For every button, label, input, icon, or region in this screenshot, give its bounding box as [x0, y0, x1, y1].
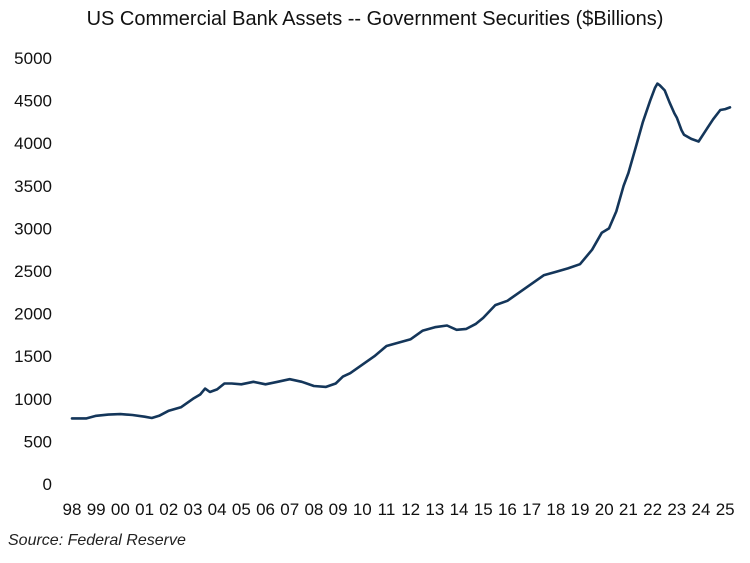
x-tick-label: 24: [692, 500, 711, 519]
x-tick-label: 05: [232, 500, 251, 519]
x-tick-label: 01: [135, 500, 154, 519]
y-tick-label: 4000: [14, 134, 52, 153]
y-tick-label: 5000: [14, 49, 52, 68]
x-tick-label: 15: [474, 500, 493, 519]
y-tick-label: 500: [24, 432, 52, 451]
x-tick-label: 21: [619, 500, 638, 519]
x-tick-label: 22: [643, 500, 662, 519]
x-tick-label: 04: [208, 500, 227, 519]
x-tick-label: 17: [522, 500, 541, 519]
y-tick-label: 3000: [14, 219, 52, 238]
y-tick-label: 3500: [14, 177, 52, 196]
x-tick-label: 00: [111, 500, 130, 519]
x-tick-label: 23: [667, 500, 686, 519]
x-tick-label: 19: [571, 500, 590, 519]
x-tick-label: 07: [280, 500, 299, 519]
series-line: [70, 82, 732, 420]
x-tick-label: 25: [716, 500, 735, 519]
x-tick-label: 12: [401, 500, 420, 519]
x-axis-ticks: 98 99 00 01 02 03 04 05 06 07 08 09 10 11 12 13 14 15 16 17…: [63, 500, 735, 519]
y-tick-label: 0: [43, 475, 52, 494]
x-tick-label: 13: [425, 500, 444, 519]
y-tick-label: 2500: [14, 262, 52, 281]
y-tick-label: 2000: [14, 305, 52, 324]
source-note: Source: Federal Reserve: [8, 532, 186, 549]
x-tick-label: 09: [329, 500, 348, 519]
x-tick-label: 16: [498, 500, 517, 519]
x-tick-label: 98: [63, 500, 82, 519]
y-tick-label: 1500: [14, 347, 52, 366]
x-tick-label: 06: [256, 500, 275, 519]
y-tick-label: 4500: [14, 92, 52, 111]
x-tick-label: 20: [595, 500, 614, 519]
x-tick-label: 03: [183, 500, 202, 519]
chart-title: US Commercial Bank Assets -- Government …: [86, 8, 664, 30]
x-tick-label: 18: [546, 500, 565, 519]
y-tick-label: 1000: [14, 390, 52, 409]
x-tick-label: 11: [378, 500, 396, 519]
x-tick-label: 14: [450, 500, 469, 519]
x-tick-label: 08: [304, 500, 323, 519]
x-tick-label: 02: [159, 500, 178, 519]
x-tick-label: 99: [87, 500, 106, 519]
y-axis-ticks: 0 500 1000 1500 2000 2500 3000 3500 4000 4500 5000: [14, 49, 52, 494]
x-tick-label: 10: [353, 500, 372, 519]
